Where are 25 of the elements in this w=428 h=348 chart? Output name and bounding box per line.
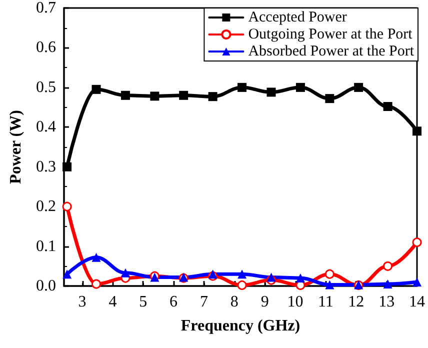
- x-axis-title: Frequency (GHz): [180, 318, 300, 334]
- y-tick-label: 0.6: [36, 39, 56, 56]
- x-tick-label: 5: [139, 294, 148, 310]
- x-tick-label: 7: [200, 294, 208, 310]
- y-tick-label: 0.7: [36, 0, 56, 16]
- x-tick-label: 10: [287, 294, 304, 310]
- y-axis-title: Power (W): [8, 110, 24, 184]
- legend-label: Absorbed Power at the Port: [248, 44, 415, 60]
- y-tick-label: 0.2: [36, 198, 56, 216]
- y-tick-label: 0.5: [36, 78, 56, 96]
- legend-label: Accepted Power: [248, 10, 347, 26]
- y-tick-label: 0.3: [36, 158, 56, 176]
- y-tick-label: 0.1: [36, 238, 56, 255]
- y-tick-label: 0.0: [36, 278, 56, 294]
- x-tick-label: 3: [78, 294, 86, 310]
- x-tick-label: 13: [378, 294, 395, 310]
- x-tick-label: 14: [409, 294, 425, 310]
- x-tick-label: 4: [108, 294, 117, 310]
- x-tick-label: 8: [230, 294, 238, 310]
- x-tick-label: 11: [318, 294, 334, 310]
- y-tick-label: 0.4: [36, 118, 56, 136]
- x-tick-label: 12: [348, 294, 364, 310]
- legend-label: Outgoing Power at the Port: [248, 26, 414, 42]
- x-tick-label: 6: [170, 294, 178, 310]
- x-tick-label: 9: [260, 294, 269, 310]
